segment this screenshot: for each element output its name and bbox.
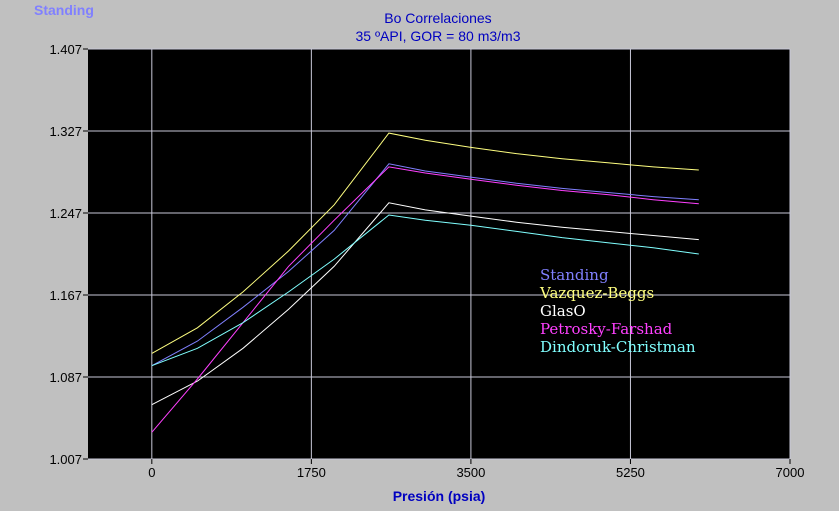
series-line <box>151 214 699 367</box>
x-tick-label: 5250 <box>616 465 645 480</box>
x-axis-label: Presión (psia) <box>393 488 486 504</box>
y-tick-label: 1.007 <box>49 452 82 467</box>
legend-entry: GlasO <box>540 302 586 320</box>
legend-entry: Petrosky-Farshad <box>540 320 673 338</box>
y-axis: 1.007 1.087 1.167 1.247 1.327 1.407 <box>49 42 88 467</box>
x-tick-label: 0 <box>148 465 155 480</box>
legend-entry: Standing <box>540 266 609 284</box>
chart-subtitle: 35 ºAPI, GOR = 80 m3/m3 <box>355 28 520 44</box>
plot-area <box>88 49 790 459</box>
legend-entry: Vazquez-Beggs <box>539 284 654 302</box>
grid <box>88 48 791 460</box>
y-tick-label: 1.407 <box>49 42 82 57</box>
x-tick-label: 7000 <box>776 465 805 480</box>
series-lines <box>151 132 699 433</box>
x-axis: 0 1750 3500 5250 7000 <box>148 459 804 480</box>
y-tick-label: 1.247 <box>49 206 82 221</box>
window-label: Standing <box>34 2 94 18</box>
chart-title: Bo Correlaciones <box>384 10 491 26</box>
legend-entry: Dindoruk-Christman <box>540 338 696 356</box>
legend: StandingVazquez-BeggsGlasOPetrosky-Farsh… <box>539 266 696 356</box>
y-tick-label: 1.167 <box>49 288 82 303</box>
series-line <box>151 132 699 354</box>
x-tick-label: 3500 <box>456 465 485 480</box>
y-tick-label: 1.327 <box>49 124 82 139</box>
y-tick-label: 1.087 <box>49 370 82 385</box>
x-tick-label: 1750 <box>297 465 326 480</box>
series-line <box>151 202 699 406</box>
series-line <box>151 163 699 367</box>
